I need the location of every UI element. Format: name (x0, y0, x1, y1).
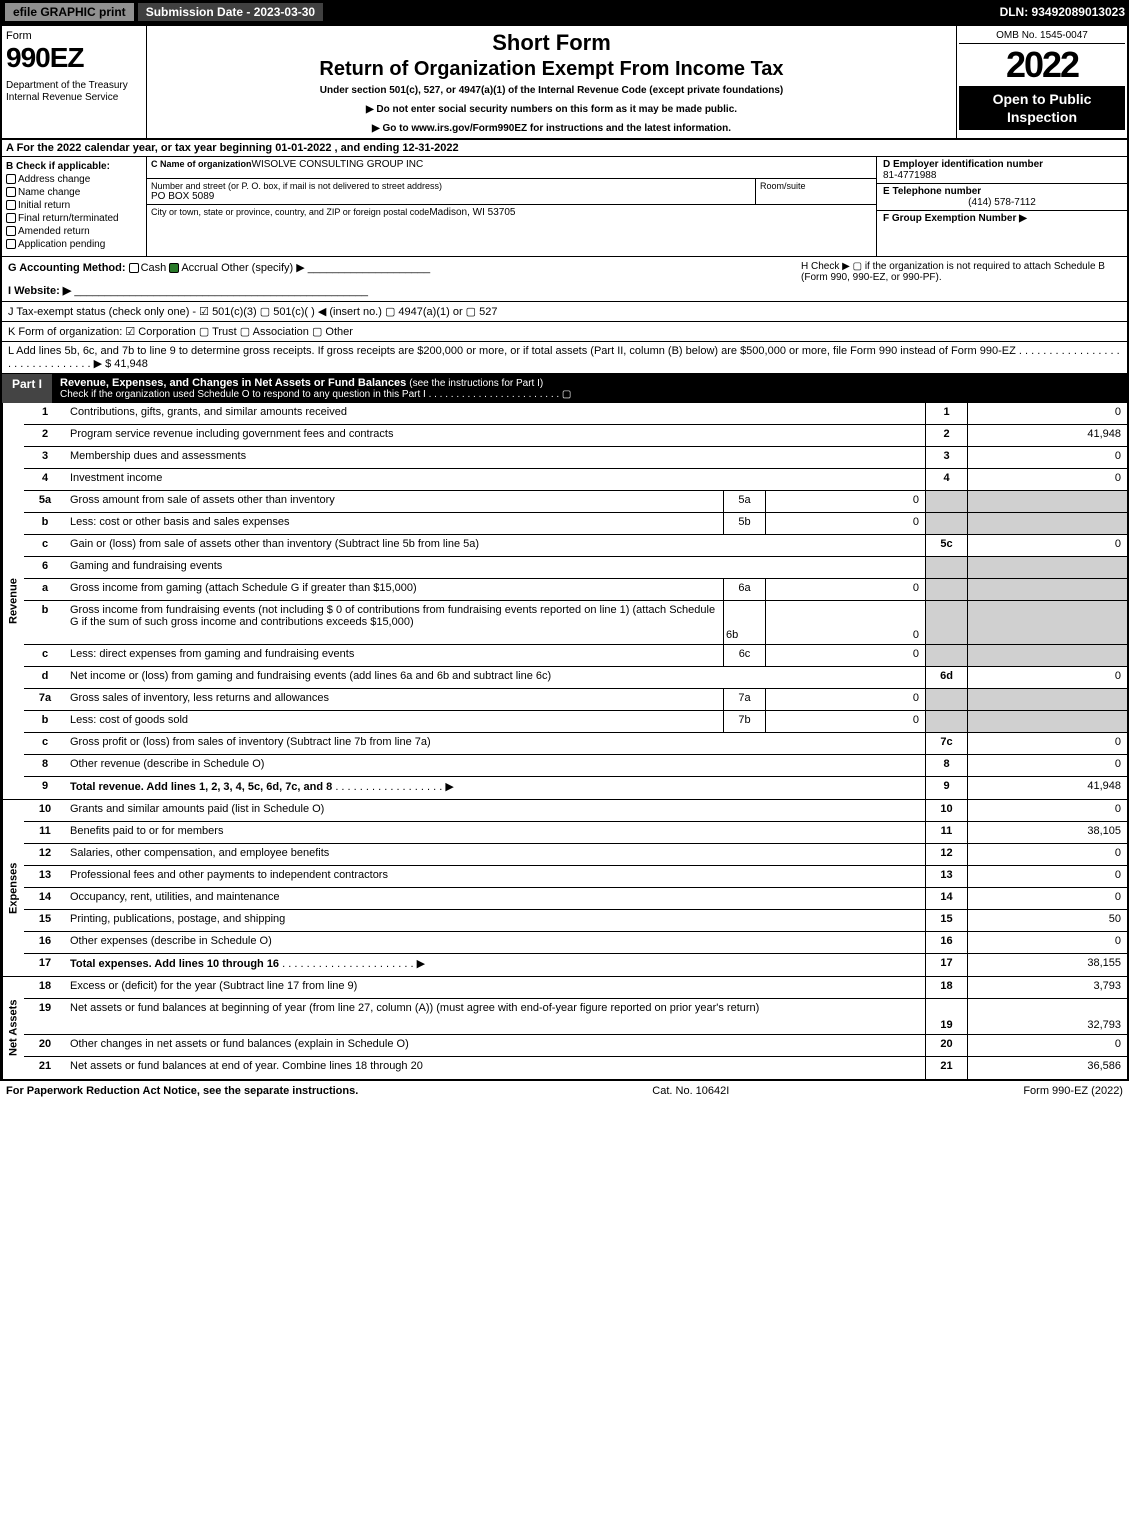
form-number: 990EZ (6, 42, 142, 74)
under-section: Under section 501(c), 527, or 4947(a)(1)… (151, 85, 952, 96)
addr-label: Number and street (or P. O. box, if mail… (151, 181, 751, 191)
info-block: B Check if applicable: Address change Na… (0, 157, 1129, 257)
line-j: J Tax-exempt status (check only one) - ☑… (0, 302, 1129, 322)
cat-number: Cat. No. 10642I (652, 1085, 729, 1097)
line-l: L Add lines 5b, 6c, and 7b to line 9 to … (0, 342, 1129, 374)
form-header: Form 990EZ Department of the Treasury In… (0, 24, 1129, 140)
city-state-zip: Madison, WI 53705 (429, 207, 515, 225)
ein-label: D Employer identification number (883, 159, 1121, 170)
chk-cash[interactable] (129, 263, 139, 273)
part-check: Check if the organization used Schedule … (60, 389, 1119, 400)
part-number: Part I (2, 374, 52, 403)
side-revenue: Revenue (2, 403, 24, 799)
short-form-title: Short Form (151, 30, 952, 56)
submission-pill: Submission Date - 2023-03-30 (137, 2, 324, 22)
part1-table: Revenue 1Contributions, gifts, grants, a… (0, 403, 1129, 1081)
chk-initial-return[interactable]: Initial return (6, 200, 142, 211)
dln: DLN: 93492089013023 (1000, 5, 1125, 19)
line-i-label: I Website: ▶ (8, 285, 71, 297)
name-label: C Name of organization (151, 159, 252, 176)
tax-year: 2022 (959, 44, 1125, 86)
room-label: Room/suite (760, 181, 872, 191)
ssn-warning: ▶ Do not enter social security numbers o… (151, 104, 952, 115)
efile-pill[interactable]: efile GRAPHIC print (4, 2, 135, 22)
page-footer: For Paperwork Reduction Act Notice, see … (0, 1081, 1129, 1101)
omb-number: OMB No. 1545-0047 (959, 28, 1125, 44)
inspection-badge: Open to Public Inspection (959, 86, 1125, 130)
chk-name-change[interactable]: Name change (6, 187, 142, 198)
chk-application-pending[interactable]: Application pending (6, 239, 142, 250)
dept-treasury: Department of the Treasury Internal Reve… (6, 80, 142, 104)
return-title: Return of Organization Exempt From Incom… (151, 58, 952, 81)
line-a: A For the 2022 calendar year, or tax yea… (0, 140, 1129, 157)
group-exemption-label: F Group Exemption Number ▶ (883, 213, 1121, 224)
form-word: Form (6, 30, 142, 42)
top-bar: efile GRAPHIC print Submission Date - 20… (0, 0, 1129, 24)
form-ref: Form 990-EZ (2022) (1023, 1085, 1123, 1097)
part-sub: (see the instructions for Part I) (409, 378, 543, 389)
col-b-title: B Check if applicable: (6, 161, 142, 172)
chk-address-change[interactable]: Address change (6, 174, 142, 185)
paperwork-notice: For Paperwork Reduction Act Notice, see … (6, 1085, 358, 1097)
chk-final-return[interactable]: Final return/terminated (6, 213, 142, 224)
phone-label: E Telephone number (883, 186, 1121, 197)
goto-link[interactable]: ▶ Go to www.irs.gov/Form990EZ for instru… (151, 123, 952, 134)
city-label: City or town, state or province, country… (151, 207, 429, 225)
line-g-label: G Accounting Method: (8, 262, 126, 274)
chk-amended-return[interactable]: Amended return (6, 226, 142, 237)
chk-accrual[interactable] (169, 263, 179, 273)
ein-value: 81-4771988 (883, 170, 1121, 181)
part-title: Revenue, Expenses, and Changes in Net As… (60, 377, 406, 389)
line-g-h: G Accounting Method: Cash Accrual Other … (0, 257, 1129, 302)
street-address: PO BOX 5089 (151, 191, 751, 202)
phone-value: (414) 578-7112 (883, 197, 1121, 208)
part-1-header: Part I Revenue, Expenses, and Changes in… (0, 374, 1129, 403)
side-expenses: Expenses (2, 800, 24, 976)
org-name: WISOLVE CONSULTING GROUP INC (252, 159, 424, 176)
line-h: H Check ▶ ▢ if the organization is not r… (801, 261, 1121, 297)
line-k: K Form of organization: ☑ Corporation ▢ … (0, 322, 1129, 342)
side-net-assets: Net Assets (2, 977, 24, 1079)
